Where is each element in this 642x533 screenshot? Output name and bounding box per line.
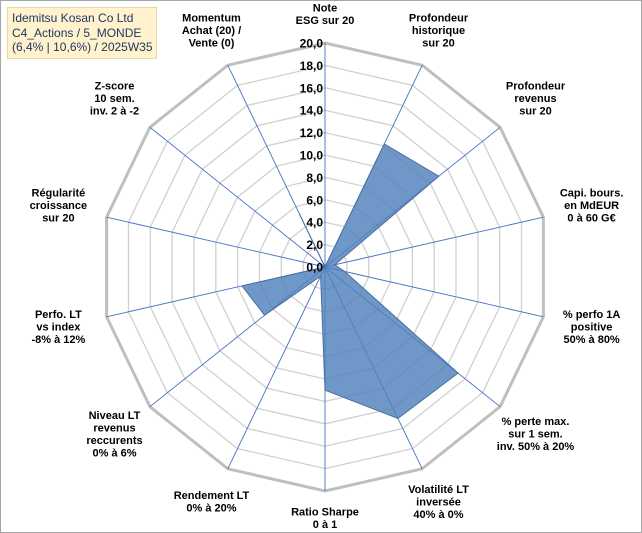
category-label-line: Note	[313, 3, 337, 15]
tick-label: 16,0	[300, 81, 324, 95]
category-label: Profondeur revenus sur 20	[506, 80, 566, 117]
category-label-line: ESG sur 20	[296, 15, 355, 27]
category-label: Note ESG sur 20	[296, 3, 355, 28]
title-line: Idemitsu Kosan Co Ltd	[12, 11, 134, 25]
tick-label: 20,0	[300, 37, 324, 51]
category-label-line: % perte max.	[502, 416, 570, 428]
category-label: % perfo 1A positive 50% à 80%	[563, 309, 621, 346]
tick-label: 10,0	[300, 149, 324, 163]
category-label: Rendement LT 0% à 20%	[174, 490, 250, 514]
category-label: Niveau LT revenus reccurents 0% à 6%	[86, 410, 142, 460]
tick-label: 8,0	[306, 171, 323, 185]
tick-label: 12,0	[300, 126, 324, 140]
category-label-line: sur 20	[42, 212, 74, 224]
radar-series	[241, 143, 459, 419]
category-labels: Note ESG sur 20 Profondeur historique sur 20…	[30, 3, 624, 532]
category-label-line: 0 à 1	[313, 519, 337, 531]
series-area	[241, 143, 459, 419]
category-label-line: Rendement LT	[174, 490, 250, 502]
category-label-line: croissance	[30, 200, 87, 212]
subtitle-line: (6,4% | 10,6%) / 2025W35	[12, 40, 153, 54]
category-label-line: 40% à 0%	[413, 509, 463, 521]
category-label-line: Momentum	[182, 13, 241, 25]
category-label-line: en MdEUR	[564, 200, 619, 212]
tick-label: 0,0	[306, 261, 323, 275]
category-label-line: -8% à 12%	[31, 334, 85, 346]
tick-label: 4,0	[306, 216, 323, 230]
category-label: Capi. bours. en MdEUR 0 à 60 G€	[560, 187, 624, 224]
axis-spoke	[324, 216, 544, 268]
category-label-line: Ratio Sharpe	[291, 507, 359, 519]
category-label: Ratio Sharpe 0 à 1	[291, 507, 359, 532]
axis-spoke	[227, 266, 326, 469]
category-label: Momentum Achat (20) / Vente (0)	[182, 13, 241, 50]
category-label-line: Profondeur	[409, 13, 469, 25]
category-label-line: inv. 2 à -2	[90, 105, 139, 117]
category-label: Perfo. LT vs index -8% à 12%	[31, 309, 85, 346]
category-label-line: Capi. bours.	[560, 187, 624, 199]
tick-label: 6,0	[306, 193, 323, 207]
category-label: Régularité croissance sur 20	[30, 187, 87, 224]
category-label-line: Z-score	[95, 80, 135, 92]
category-label-line: 0% à 6%	[92, 447, 136, 459]
category-label-line: sur 20	[422, 38, 454, 50]
category-label-line: historique	[412, 25, 465, 37]
tick-label: 18,0	[300, 59, 324, 73]
category-label-line: revenus	[93, 422, 135, 434]
category-label-line: sur 20	[519, 105, 551, 117]
tick-label: 14,0	[300, 104, 324, 118]
category-label-line: 10 sem.	[94, 93, 134, 105]
category-label-line: Volatilité LT	[408, 484, 469, 496]
category-label-line: Achat (20) /	[182, 25, 241, 37]
category-label-line: % perfo 1A	[563, 309, 621, 321]
category-label-line: inv. 50% à 20%	[497, 441, 575, 453]
category-label-line: revenus	[514, 93, 556, 105]
category-label-line: 0 à 60 G€	[567, 212, 615, 224]
category-label-line: inversée	[416, 496, 461, 508]
category-label: Volatilité LT inversée 40% à 0%	[408, 484, 469, 521]
category-label-line: Régularité	[32, 187, 86, 199]
category-label-line: Profondeur	[506, 80, 566, 92]
category-label-line: sur 1 sem.	[508, 429, 562, 441]
category-label-line: Vente (0)	[189, 38, 235, 50]
category-label-line: reccurents	[86, 435, 142, 447]
category-label: % perte max. sur 1 sem. inv. 50% à 20%	[497, 416, 575, 453]
category-label-line: 0% à 20%	[186, 503, 236, 515]
category-label-line: positive	[571, 322, 613, 334]
category-label-line: Perfo. LT	[35, 309, 82, 321]
category-label: Z-score 10 sem. inv. 2 à -2	[90, 80, 139, 117]
axis-spoke	[149, 126, 326, 268]
category-label-line: 50% à 80%	[563, 334, 619, 346]
category-label: Profondeur historique sur 20	[409, 13, 469, 50]
radial-tick-labels: 0,0 2,0 4,0 6,0 8,0 10,0 12,0 14,0 16,0 18,0 20,0	[300, 37, 324, 275]
tick-label: 2,0	[306, 238, 323, 252]
axis-spoke	[324, 266, 544, 318]
chart-title-box: Idemitsu Kosan Co Ltd C4_Actions / 5_MON…	[7, 7, 157, 59]
category-label-line: vs index	[36, 322, 81, 334]
axis-spoke	[106, 216, 326, 268]
category-label-line: Niveau LT	[89, 410, 141, 422]
subtitle-line: C4_Actions / 5_MONDE	[12, 25, 142, 40]
